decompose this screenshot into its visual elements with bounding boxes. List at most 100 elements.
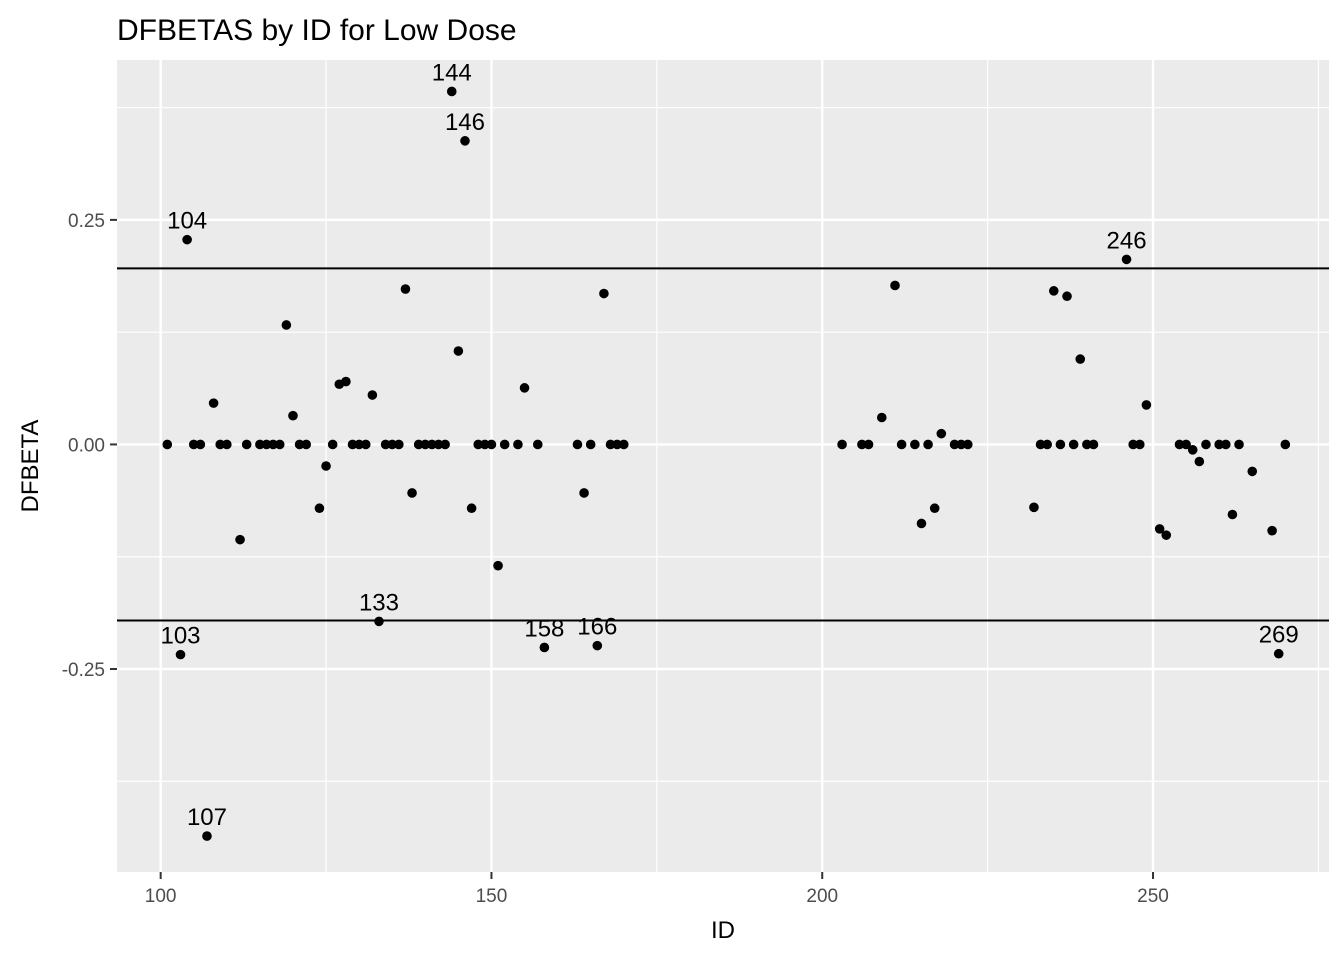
x-tick-label: 200 xyxy=(806,886,838,907)
reference-lines xyxy=(117,267,1329,622)
data-point xyxy=(188,439,199,450)
data-point xyxy=(1141,400,1152,410)
data-point xyxy=(1227,509,1238,520)
data-point xyxy=(294,439,305,450)
data-point xyxy=(380,439,391,450)
y-axis-title: DFBETA xyxy=(17,420,44,513)
data-point xyxy=(956,439,966,450)
data-point xyxy=(427,439,437,450)
data-point xyxy=(1048,286,1059,296)
data-point xyxy=(394,439,404,450)
data-point xyxy=(1121,254,1132,265)
y-tick-label: -0.25 xyxy=(62,660,105,681)
data-point xyxy=(222,439,232,450)
data-point xyxy=(1161,530,1172,540)
point-label: 158 xyxy=(524,615,564,642)
data-point xyxy=(1280,439,1291,450)
data-point xyxy=(1082,439,1092,450)
data-point xyxy=(208,398,219,408)
data-point xyxy=(1181,439,1191,450)
tick-labels: 100 150 200 250 -0.25 0.00 0.25 xyxy=(62,211,1169,907)
data-point xyxy=(1128,439,1138,450)
data-point xyxy=(473,439,484,450)
data-point xyxy=(268,439,278,450)
data-point xyxy=(407,488,417,498)
data-point xyxy=(592,640,603,651)
data-point xyxy=(876,412,887,423)
data-point xyxy=(341,376,351,387)
data-point xyxy=(261,439,272,450)
x-tick-label: 100 xyxy=(145,886,177,907)
data-point xyxy=(1234,439,1244,450)
data-point xyxy=(202,831,212,841)
data-point xyxy=(162,439,173,450)
data-point xyxy=(367,390,378,400)
data-point xyxy=(896,439,907,450)
data-point xyxy=(1134,439,1145,450)
data-point xyxy=(1174,439,1185,450)
minor-gridlines xyxy=(117,60,1329,872)
data-point xyxy=(962,439,973,450)
chart-title: DFBETAS by ID for Low Dose xyxy=(117,14,517,47)
data-point xyxy=(1068,439,1079,450)
data-point xyxy=(1035,439,1046,450)
data-point xyxy=(400,284,411,294)
data-point xyxy=(453,346,464,356)
x-tick-label: 150 xyxy=(476,886,508,907)
data-point xyxy=(539,642,550,653)
data-point xyxy=(360,439,371,450)
data-point xyxy=(288,410,298,421)
data-points xyxy=(162,86,1291,841)
data-point xyxy=(612,439,622,450)
data-point xyxy=(1088,439,1099,450)
point-labels: 103 104 107 133 144 146 158 166 246 269 xyxy=(160,59,1298,831)
data-point xyxy=(1220,439,1231,450)
data-point xyxy=(618,439,629,450)
data-point xyxy=(354,439,364,450)
data-point xyxy=(579,488,589,498)
point-label: 146 xyxy=(445,109,485,136)
data-point xyxy=(182,234,192,245)
data-point xyxy=(499,439,510,450)
data-point xyxy=(460,136,470,146)
data-point xyxy=(387,439,398,450)
data-point xyxy=(1029,502,1039,513)
point-label: 166 xyxy=(577,614,617,641)
data-point xyxy=(301,439,312,450)
point-label: 144 xyxy=(432,59,472,86)
data-point xyxy=(857,439,867,450)
point-label: 107 xyxy=(187,804,227,831)
data-point xyxy=(347,439,358,450)
point-label: 269 xyxy=(1259,622,1299,649)
data-point xyxy=(532,439,543,450)
data-point xyxy=(585,439,596,450)
data-point xyxy=(281,320,292,330)
data-point xyxy=(175,649,186,660)
data-point xyxy=(599,288,609,299)
data-point xyxy=(916,518,927,529)
data-point xyxy=(890,280,900,291)
data-point xyxy=(1267,525,1277,536)
x-axis-title: ID xyxy=(711,917,735,944)
data-point xyxy=(910,439,920,450)
data-point xyxy=(440,439,450,450)
data-point xyxy=(314,503,325,514)
data-point xyxy=(486,439,497,450)
data-point xyxy=(327,439,338,450)
data-point xyxy=(605,439,616,450)
data-point xyxy=(413,439,424,450)
data-point xyxy=(936,428,947,439)
data-point xyxy=(1062,291,1072,302)
data-point xyxy=(1055,439,1066,450)
data-point xyxy=(241,439,252,450)
data-point xyxy=(255,439,265,450)
data-point xyxy=(433,439,444,450)
data-point xyxy=(446,86,457,97)
y-tick-label: 0.00 xyxy=(68,435,105,456)
point-label: 104 xyxy=(167,208,207,235)
data-point xyxy=(1187,445,1198,455)
data-point xyxy=(420,439,431,450)
data-point xyxy=(863,439,874,450)
data-point xyxy=(1194,456,1205,467)
